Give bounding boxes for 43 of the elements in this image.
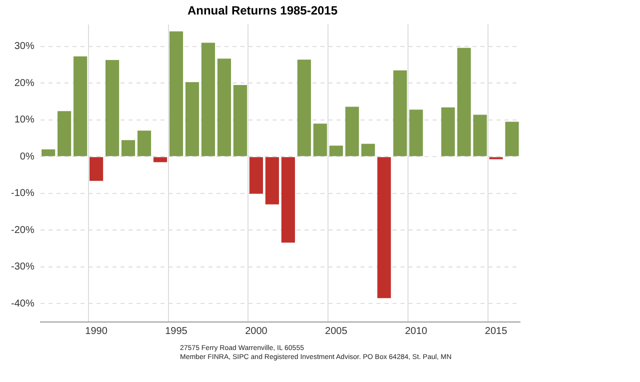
bar xyxy=(409,110,423,156)
y-tick-label: -40% xyxy=(10,298,34,310)
y-tick-label: -10% xyxy=(10,188,34,200)
y-tick-label: -30% xyxy=(10,262,34,273)
chart-title: Annual Returns 1985-2015 xyxy=(187,4,338,18)
y-tick-label: 0% xyxy=(20,151,34,162)
bar xyxy=(361,144,375,156)
x-tick-label: 2015 xyxy=(484,326,508,337)
bar xyxy=(185,82,200,156)
x-tick-label: 2005 xyxy=(325,326,348,337)
bar xyxy=(217,58,232,156)
y-tick-label: 10% xyxy=(14,114,34,126)
bar xyxy=(106,60,120,156)
bar xyxy=(233,85,247,156)
bar xyxy=(201,42,216,156)
bar xyxy=(42,149,56,156)
bar xyxy=(153,157,168,162)
y-tick-label: -20% xyxy=(10,224,34,236)
x-tick-label: 2000 xyxy=(245,326,268,337)
bar xyxy=(90,157,104,181)
bar xyxy=(58,111,72,156)
bar xyxy=(329,146,343,156)
bar xyxy=(457,48,471,156)
bar xyxy=(377,157,391,298)
bar xyxy=(441,107,455,156)
bar xyxy=(169,31,184,156)
bar xyxy=(74,56,88,156)
bar xyxy=(249,157,263,194)
bar xyxy=(297,60,311,156)
bar xyxy=(505,122,519,156)
y-tick-label: 20% xyxy=(14,78,34,89)
x-tick-label: 2010 xyxy=(404,326,428,337)
x-tick-label: 1990 xyxy=(85,326,108,337)
y-tick-label: 30% xyxy=(14,41,34,52)
bar xyxy=(345,106,359,156)
bar xyxy=(393,70,407,156)
bar xyxy=(137,130,152,156)
bar xyxy=(313,124,327,156)
bar xyxy=(265,157,279,204)
bar xyxy=(281,157,295,243)
bar xyxy=(121,140,136,156)
bar xyxy=(473,114,487,156)
x-tick-label: 1995 xyxy=(165,326,188,337)
